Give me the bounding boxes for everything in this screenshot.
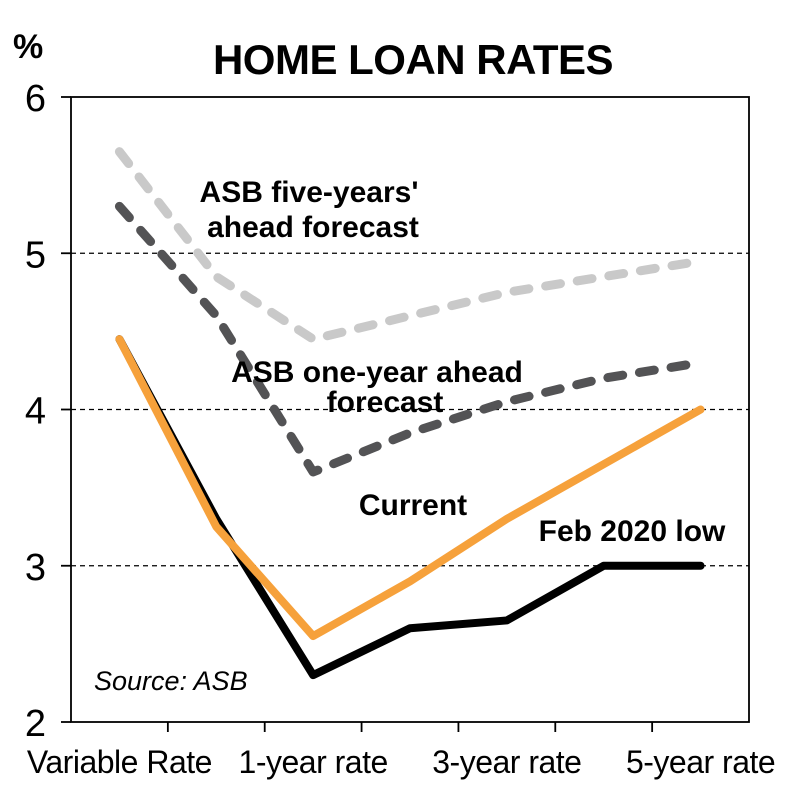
x-tick-label-0: Variable Rate (27, 744, 212, 780)
gridline-layer (71, 252, 749, 567)
y-tick-label-5: 5 (25, 234, 46, 276)
x-tick-label-6: 5-year rate (626, 744, 775, 780)
y-tick-label-2: 2 (25, 703, 46, 745)
asb-one-year-ahead-forecast-line (114, 201, 706, 477)
one-year-forecast-label-line1: ASB one-year ahead (231, 356, 523, 389)
current-line (115, 335, 705, 641)
five-year-forecast-label-line2: ahead forecast (207, 211, 419, 244)
source-label: Source: ASB (94, 666, 248, 696)
asb-five-years-ahead-forecast-line (114, 147, 706, 344)
chart-title: HOME LOAN RATES (213, 36, 613, 83)
five-year-forecast-label-line1: ASB five-years' (200, 176, 419, 209)
current-series-label: Current (359, 489, 467, 522)
y-axis-unit-label: % (13, 28, 43, 66)
y-tick-label-4: 4 (25, 391, 46, 433)
one-year-forecast-label-line2: forecast (327, 386, 444, 419)
y-tick-label-3: 3 (25, 547, 46, 589)
plot-border (70, 96, 750, 723)
x-tick-label-2: 1-year rate (239, 744, 388, 780)
series-layer (114, 147, 706, 680)
axis-tick-layer (61, 96, 654, 732)
x-tick-label-4: 3-year rate (432, 744, 581, 780)
y-tick-label-6: 6 (25, 78, 46, 120)
feb-2020-low-series-label: Feb 2020 low (539, 515, 726, 548)
